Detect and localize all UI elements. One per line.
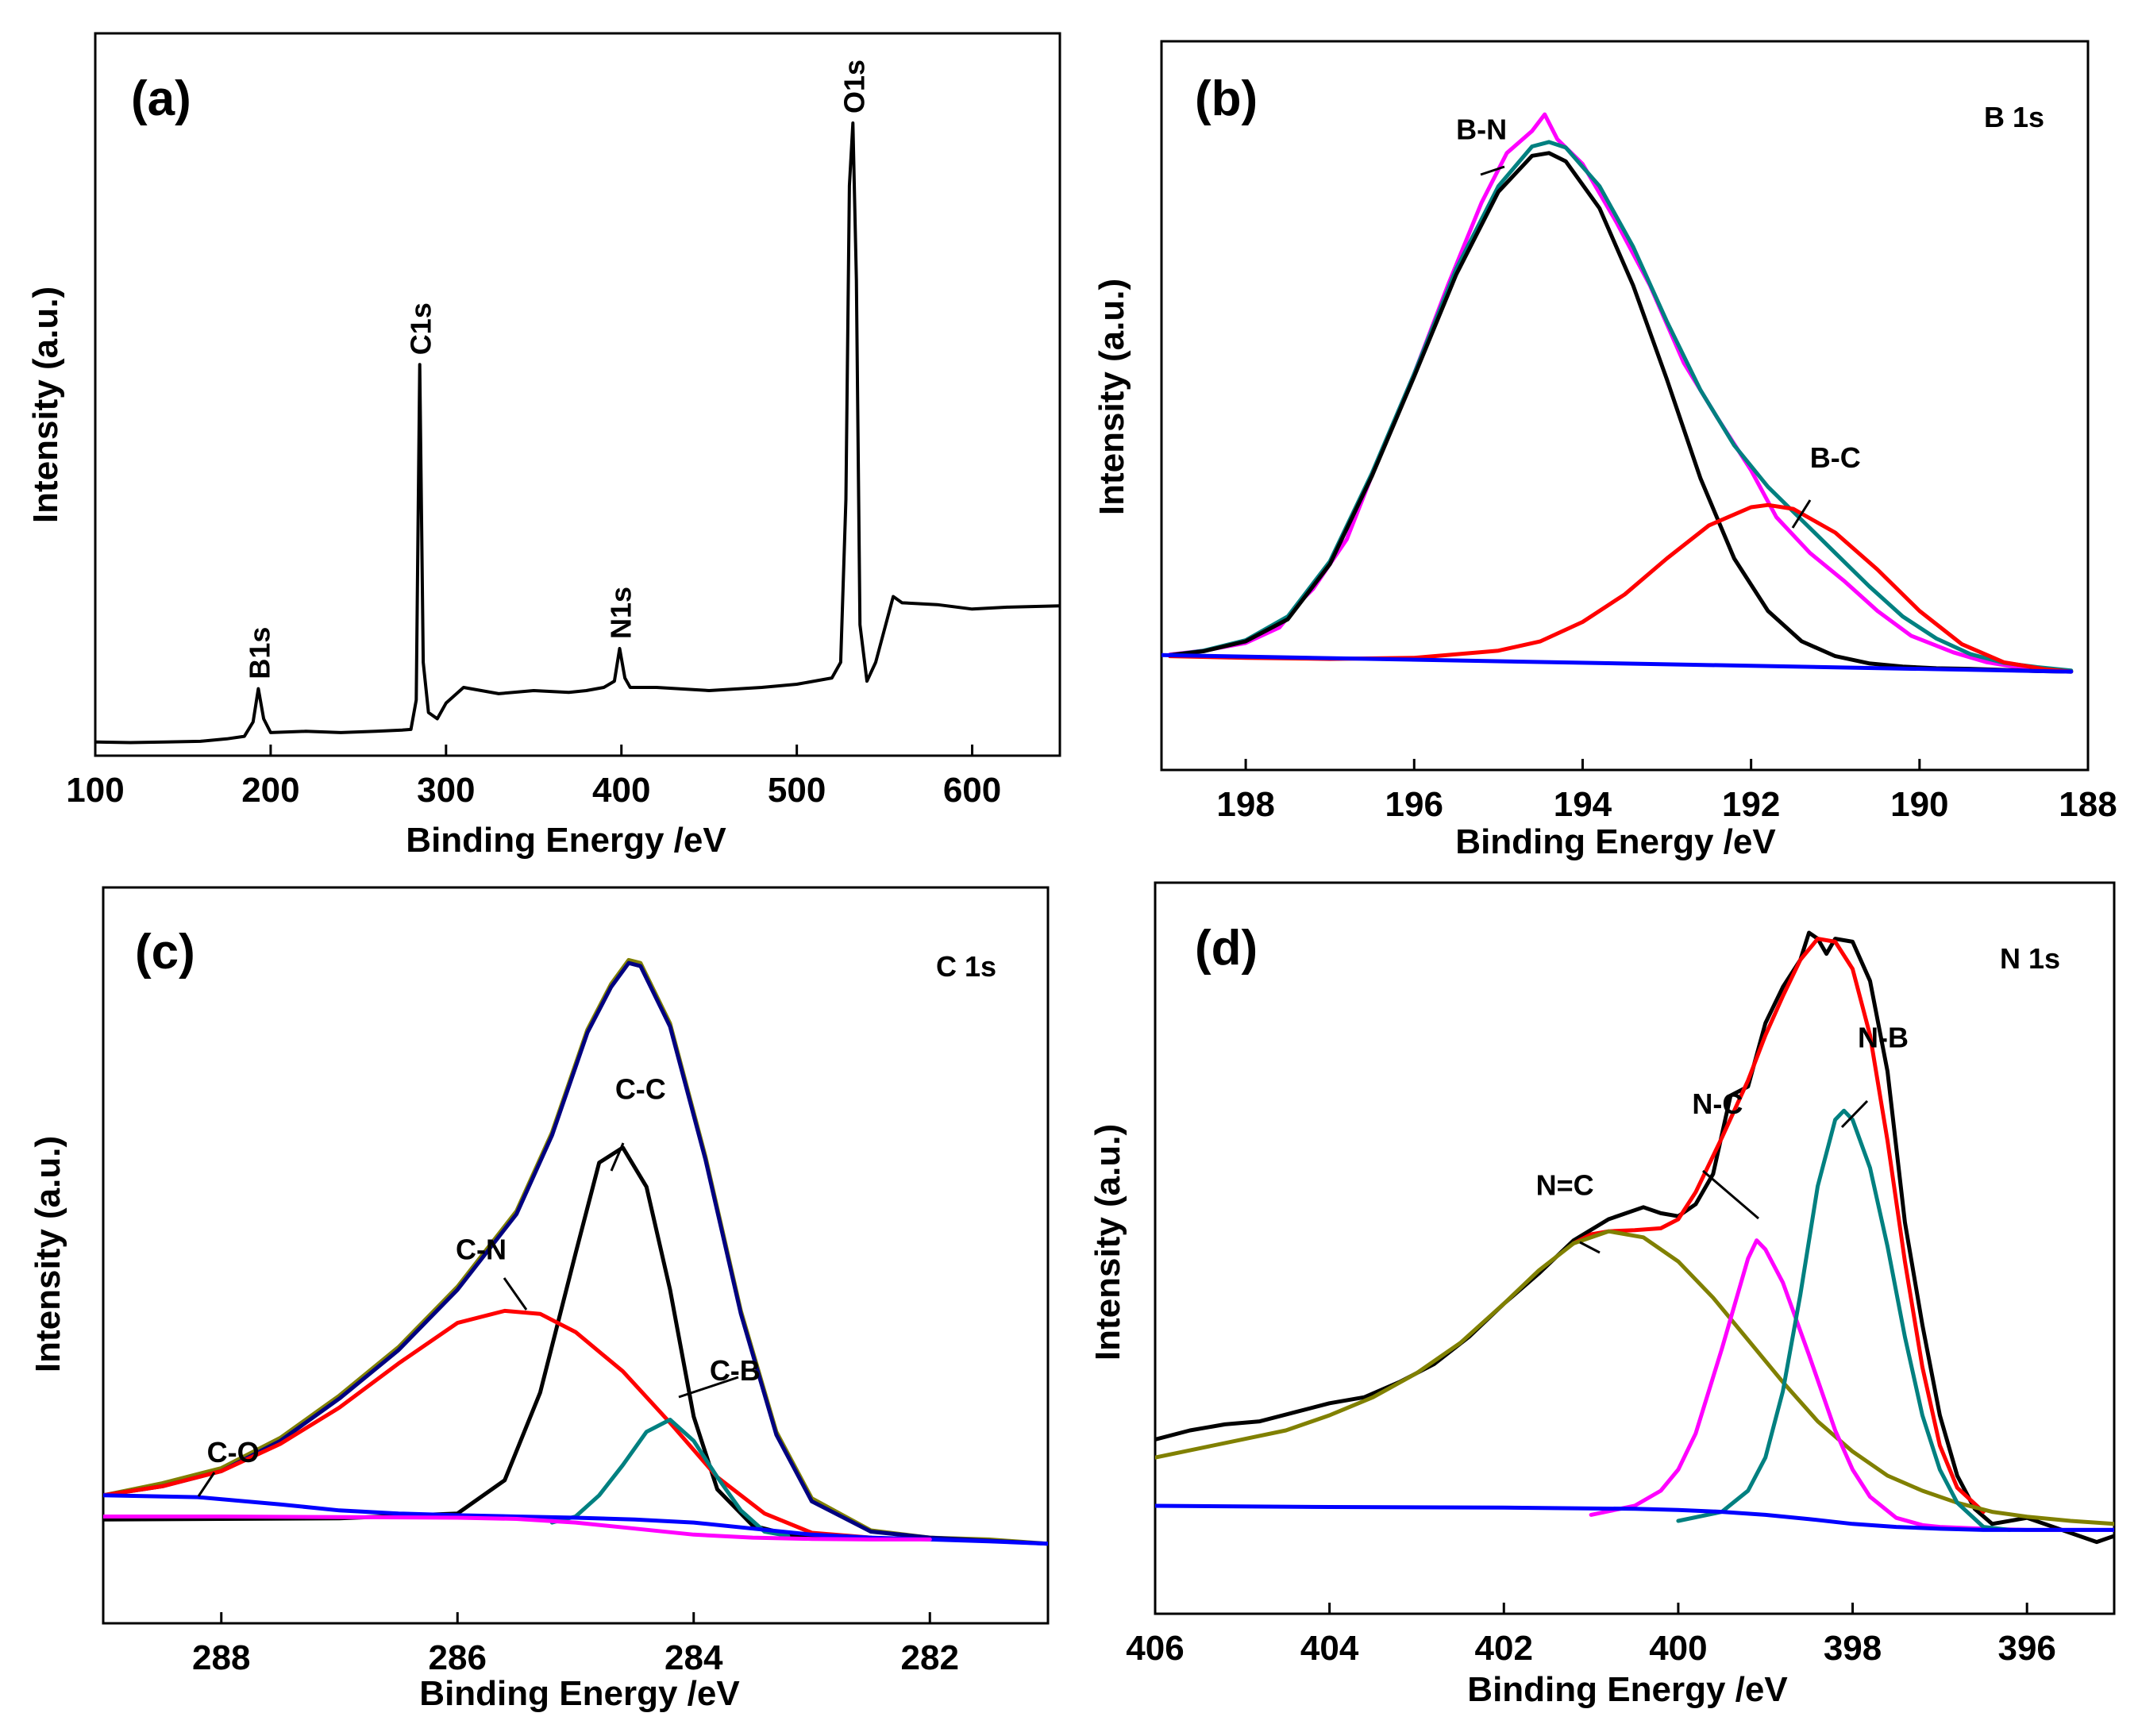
- series-b-c: [1168, 502, 2074, 674]
- series-c-c: [103, 1145, 873, 1540]
- y-axis-title: Intensity (a.u.): [1092, 279, 1131, 515]
- y-axis-title: Intensity (a.u.): [26, 287, 65, 523]
- peak-annotation: B-C: [1810, 441, 1861, 474]
- x-tick-label: 196: [1385, 785, 1443, 824]
- peak-annotation: C-C: [615, 1073, 666, 1106]
- x-tick-label: 192: [1722, 785, 1780, 824]
- series-n-c: [1589, 1238, 2114, 1532]
- series-background-c-o-: [103, 1515, 932, 1542]
- x-axis-title: Binding Energy /eV: [1455, 822, 1776, 861]
- annotation-leader-line: [610, 1142, 625, 1172]
- x-tick-label: 282: [901, 1638, 959, 1677]
- x-tick-label: 396: [1997, 1629, 2055, 1668]
- x-axis-title: Binding Energy /eV: [406, 821, 726, 860]
- series-fitted-envelope: [1571, 937, 1986, 1515]
- annotation-leader-line: [1480, 165, 1505, 176]
- x-axis-title: Binding Energy /eV: [419, 1674, 740, 1713]
- annotation-leader-line: [1579, 1241, 1601, 1254]
- peak-annotation: C-O: [207, 1436, 260, 1468]
- x-tick-label: 198: [1216, 785, 1274, 824]
- annotation-leader-line: [197, 1472, 216, 1497]
- plot-frame: [102, 886, 1050, 1625]
- x-tick-label: 100: [66, 771, 124, 810]
- series-n-c: [1155, 1229, 2114, 1526]
- series-survey: [95, 121, 1060, 745]
- annotation-leader-line: [503, 1277, 528, 1311]
- panel-label: (b): [1195, 71, 1258, 126]
- peak-annotation: C-N: [456, 1234, 507, 1266]
- panel-a-survey-spectrum: (a) Binding Energy /eV Intensity (a.u.) …: [26, 32, 1061, 860]
- panel-label: (c): [135, 925, 195, 980]
- x-tick-label: 300: [417, 771, 475, 810]
- plot-frame: [1154, 881, 2116, 1615]
- plot-frame: [1160, 40, 2090, 772]
- x-tick-label: 400: [1649, 1629, 1707, 1668]
- series-fitted-envelope: [103, 960, 1048, 1546]
- corner-label: B 1s: [1984, 101, 2044, 133]
- annotation-leader-line: [678, 1376, 739, 1399]
- series-experimental: [1168, 112, 2065, 673]
- annotation-leader-line: [1702, 1169, 1759, 1220]
- peak-annotation: B-N: [1456, 113, 1507, 145]
- plot-frame: [94, 32, 1061, 757]
- y-axis-title: Intensity (a.u.): [1088, 1124, 1127, 1361]
- x-tick-label: 286: [429, 1638, 487, 1677]
- series-c-n: [103, 1308, 873, 1540]
- y-axis-title: Intensity (a.u.): [29, 1136, 67, 1372]
- peak-label: B1s: [243, 627, 275, 679]
- x-tick-label: 400: [592, 771, 650, 810]
- peak-annotation: N-B: [1858, 1021, 1909, 1053]
- corner-label: N 1s: [2000, 942, 2060, 975]
- x-axis-title: Binding Energy /eV: [1467, 1670, 1788, 1709]
- x-tick-label: 284: [665, 1638, 723, 1677]
- series-fitted-envelope: [1168, 140, 2074, 673]
- x-tick-label: 500: [768, 771, 826, 810]
- peak-annotation: C-B: [710, 1354, 761, 1387]
- x-tick-label: 190: [1890, 785, 1948, 824]
- peak-label: N1s: [605, 587, 638, 639]
- x-tick-label: 200: [241, 771, 299, 810]
- panel-d-n1s-spectrum: (d) N 1s Binding Energy /eV Intensity (a…: [1088, 881, 2116, 1709]
- annotation-leader-line: [1791, 499, 1812, 529]
- annotation-leader-line: [1840, 1099, 1869, 1129]
- peak-annotation: N-C: [1692, 1087, 1743, 1120]
- panel-c-c1s-spectrum: (c) C 1s Binding Energy /eV Intensity (a…: [29, 886, 1050, 1713]
- peak-annotation: N=C: [1536, 1169, 1594, 1202]
- peak-label: C1s: [405, 302, 437, 355]
- peak-label: O1s: [838, 60, 870, 114]
- x-tick-label: 188: [2059, 785, 2117, 824]
- series-background: [1161, 652, 2074, 674]
- panel-label: (d): [1195, 921, 1258, 976]
- x-tick-label: 194: [1554, 785, 1612, 824]
- series-background: [1155, 1503, 2114, 1532]
- x-tick-label: 404: [1300, 1629, 1359, 1668]
- panel-label: (a): [131, 71, 191, 126]
- series-c-b: [549, 1418, 791, 1538]
- series-n-b: [1676, 1108, 2012, 1532]
- panel-b-b1s-spectrum: (b) B 1s Binding Energy /eV Intensity (a…: [1092, 40, 2117, 861]
- x-tick-label: 600: [943, 771, 1001, 810]
- corner-label: C 1s: [936, 950, 996, 983]
- x-tick-label: 398: [1824, 1629, 1882, 1668]
- x-tick-label: 402: [1475, 1629, 1533, 1668]
- x-tick-label: 288: [192, 1638, 250, 1677]
- x-tick-label: 406: [1126, 1629, 1184, 1668]
